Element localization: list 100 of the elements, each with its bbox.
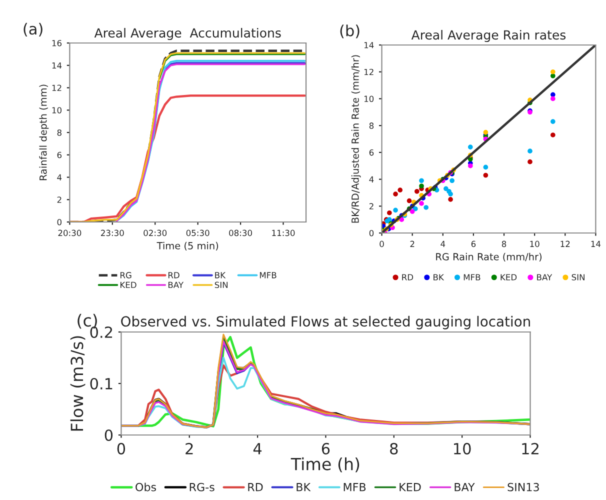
legend-label: MFB [260,272,276,278]
x-tick-label: 05:30 [186,230,210,236]
legend-label: Obs [136,482,156,492]
y-tick-label: 0.2 [90,326,112,338]
point [550,96,556,102]
point [448,192,453,196]
x-tick-label: 12 [522,442,538,454]
text: (a) [24,22,42,36]
point [424,205,428,210]
y-tick-label: 0 [57,218,62,226]
x-axis-title: RG Rain Rate (mm/hr) [436,252,542,262]
legend-label: SIN [572,274,584,280]
x-tick-label: 10 [454,442,471,454]
x-tick-label: 2 [410,240,414,247]
chart-title: Areal Average Rain rates [411,30,566,42]
x-tick-label: 0 [380,240,384,248]
x-tick-label: 23:30 [101,230,124,236]
legend-label: RD [402,274,414,280]
x-tick-label: 6 [322,442,330,454]
legend-label: SIN [214,282,228,288]
y-tick-label: 0 [104,429,113,442]
y-tick-label: 4 [57,174,62,180]
y-axis-title: BK/RD/Adjusted Rain Rate (mm/hr) [351,55,361,223]
point [412,206,418,212]
legend-label: BAY [168,282,184,288]
x-tick-label: 02:30 [144,230,167,236]
x-axis-title: Time (5 min) [156,242,218,251]
point [550,69,556,74]
point [550,132,556,138]
legend-label: RD [248,483,263,492]
legend-label: KED [120,282,136,288]
legend-label: MFB [464,274,480,280]
point [406,198,412,204]
legend-label: BK [296,483,311,492]
point [550,73,556,78]
legend-label: MFB [344,483,366,492]
text: (b) [340,24,360,38]
legend-label: RG-s [190,482,214,492]
point [414,188,420,194]
point [550,92,556,98]
legend-label: KED [500,274,517,280]
y-tick-label: 8 [369,122,374,129]
y-tick-label: 10 [52,107,62,114]
point [483,130,488,135]
point [398,188,403,192]
legend-label: KED [400,483,421,492]
point [419,178,424,184]
point [483,164,488,170]
legend-label: BK [215,272,226,278]
x-tick-label: 6 [471,240,476,248]
point [393,192,398,196]
y-tick-label: 2 [57,196,62,203]
legend-label: BK [434,274,444,280]
y-tick-label: 12 [364,68,374,76]
point [387,210,392,216]
x-tick-label: 20:30 [58,230,82,236]
x-tick-label: 12 [560,240,570,247]
legend-label: SIN13 [508,482,539,492]
legend-label: BAY [454,483,475,492]
x-tick-label: 14 [591,240,601,247]
point [528,159,532,164]
point [444,186,448,192]
x-axis-title: Time (h) [290,457,360,472]
y-tick-label: 0.1 [90,378,112,390]
legend-label: RG [120,272,132,278]
point [450,178,454,184]
x-tick-label: 8 [390,442,398,454]
y-tick-label: 4 [369,176,374,182]
point [410,209,415,214]
y-axis-title: Flow (m3/s) [70,336,86,431]
point [483,172,488,178]
x-tick-label: 4 [440,240,446,247]
legend-label: RD [168,272,180,278]
y-tick-label: 6 [57,152,62,158]
point [448,197,453,202]
x-tick-label: 08:30 [229,230,252,236]
y-tick-label: 6 [369,149,374,156]
x-tick-label: 4 [253,443,262,454]
point [468,163,473,168]
text: (c) [78,314,97,329]
point [528,148,532,154]
y-axis-title: Rainfall depth (mm) [39,84,49,180]
point [468,144,473,150]
x-tick-label: 11:30 [272,230,295,236]
y-tick-label: 8 [57,129,62,136]
point [387,217,392,222]
x-tick-label: 2 [186,442,193,454]
x-tick-label: 0 [117,442,126,454]
point [419,184,424,188]
chart-title: Observed vs. Simulated Flows at selected gauging location [121,316,530,330]
y-tick-label: 14 [364,42,374,48]
y-tick-label: 16 [52,40,62,46]
legend-label: BAY [537,274,552,280]
x-tick-label: 8 [502,240,506,248]
chart-title: Areal Average Accumulations [94,28,281,40]
y-tick-label: 12 [52,84,62,91]
y-tick-label: 14 [52,62,62,69]
y-tick-label: 10 [364,96,374,102]
x-tick-label: 10 [530,240,540,248]
point [550,119,556,124]
